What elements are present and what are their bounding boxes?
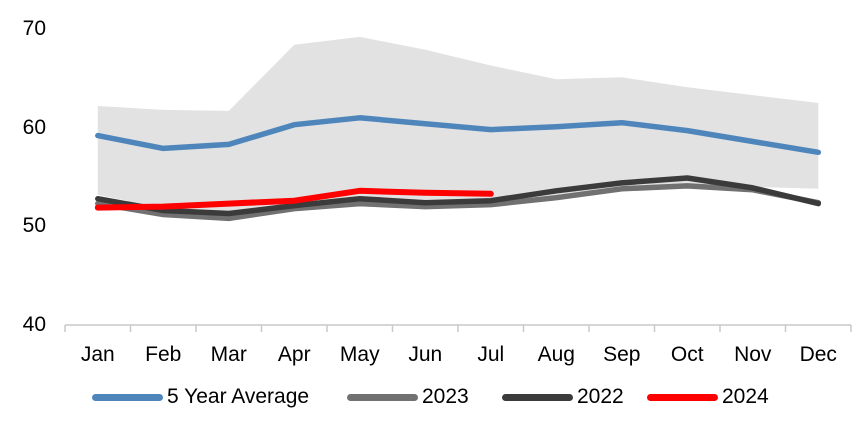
x-axis-label-apr: Apr: [277, 343, 311, 366]
series-line-2024: [94, 187, 494, 211]
x-axis-label-aug: Aug: [537, 343, 575, 366]
legend-line-swatch: [92, 393, 163, 401]
legend-label: 2023: [422, 385, 469, 408]
x-axis-label-jul: Jul: [477, 343, 505, 366]
x-axis-label-nov: Nov: [734, 343, 772, 366]
series-line-2022: [95, 175, 822, 217]
x-axis-label-may: May: [339, 343, 380, 366]
y-axis-label-70: 70: [22, 17, 46, 40]
legend-line-swatch: [647, 393, 718, 401]
legend-line-swatch: [502, 393, 573, 401]
legend-item-2023: 2023: [347, 384, 469, 410]
series-line-2023: [95, 183, 822, 222]
x-axis-label-mar: Mar: [210, 343, 247, 366]
x-axis-label-sep: Sep: [603, 343, 641, 366]
legend-label: 5 Year Average: [167, 385, 310, 408]
y-axis-label-60: 60: [22, 115, 46, 139]
legend-item-5-year-average: 5 Year Average: [92, 384, 309, 410]
x-axis-label-oct: Oct: [670, 343, 704, 366]
legend-item-2022: 2022: [502, 384, 624, 410]
x-axis-label-jan: Jan: [80, 343, 115, 366]
y-axis-label-40: 40: [22, 313, 46, 336]
legend-label: 2022: [577, 385, 624, 408]
legend-item-2024: 2024: [647, 384, 769, 410]
series-line-5-year-average: [95, 115, 822, 156]
x-axis-label-jun: Jun: [408, 343, 443, 366]
legend-line-swatch: [347, 393, 418, 401]
x-axis-label-dec: Dec: [799, 343, 837, 366]
x-axis-label-feb: Feb: [145, 343, 182, 366]
legend-label: 2024: [722, 385, 769, 408]
y-axis-label-50: 50: [22, 214, 46, 238]
